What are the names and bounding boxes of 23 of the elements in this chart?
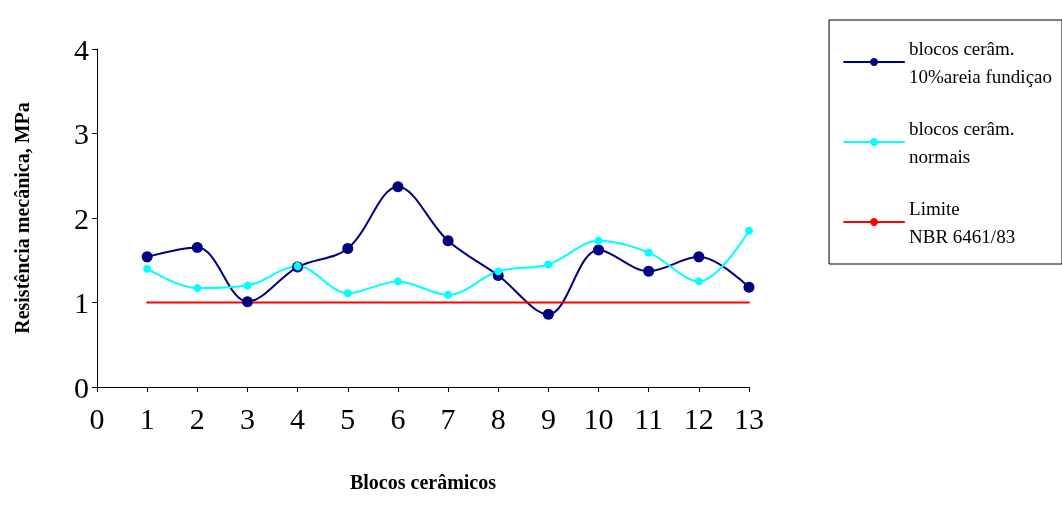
x-tick-label: 9: [540, 401, 556, 435]
y-tick-label: 1: [74, 286, 89, 319]
x-tick-label: 8: [490, 401, 506, 435]
x-tick-label: 10: [583, 401, 614, 435]
x-tick-label: 12: [683, 401, 714, 435]
x-tick-label: 5: [340, 401, 356, 435]
y-tick-label: 0: [74, 370, 89, 404]
x-tick-label: 1: [139, 401, 155, 435]
legend-label: blocos cerâm. 10%areia fundiçao: [909, 37, 1053, 87]
y-tick-label: 4: [74, 32, 89, 66]
x-tick-label: 11: [634, 401, 664, 435]
x-axis-title: Blocos cerâmicos: [349, 471, 497, 493]
x-tick-label: 7: [440, 401, 456, 435]
legend-label: blocos cerâm. normais: [909, 117, 1015, 167]
x-tick-label: 2: [189, 401, 205, 435]
y-tick-label: 2: [74, 201, 89, 235]
y-axis-title: Resistência mecânica, MPa: [11, 102, 33, 334]
x-tick-label: 13: [734, 401, 764, 435]
x-tick-label: 3: [239, 401, 255, 435]
x-tick-label: 6: [390, 401, 406, 435]
legend-label: Limite NBR 6461/83: [909, 197, 1016, 247]
x-tick-label: 4: [290, 401, 306, 435]
y-tick-label: 3: [74, 117, 89, 150]
